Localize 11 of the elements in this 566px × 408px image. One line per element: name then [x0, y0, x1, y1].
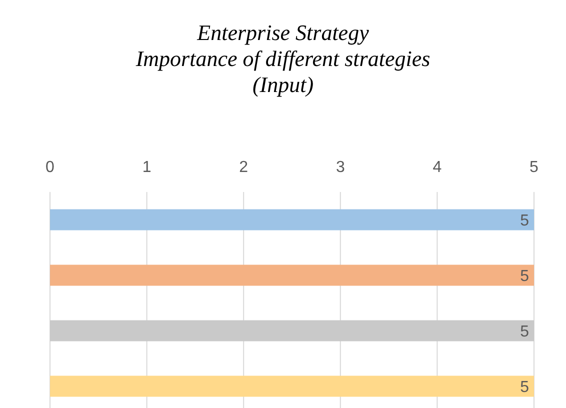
data-label: 5 — [520, 323, 530, 340]
x-tick-label: 4 — [432, 159, 442, 176]
x-tick-label: 1 — [142, 159, 152, 176]
x-tick-label: 2 — [239, 159, 248, 176]
data-label: 5 — [520, 378, 530, 396]
x-tick-label: 0 — [46, 159, 55, 176]
x-tick-label: 5 — [530, 159, 539, 176]
data-label: 5 — [520, 212, 530, 230]
x-tick-label: 3 — [336, 159, 345, 176]
chart-title: Enterprise Strategy Importance of different strategies (Input) — [134, 20, 432, 98]
data-label: 5 — [520, 268, 530, 285]
